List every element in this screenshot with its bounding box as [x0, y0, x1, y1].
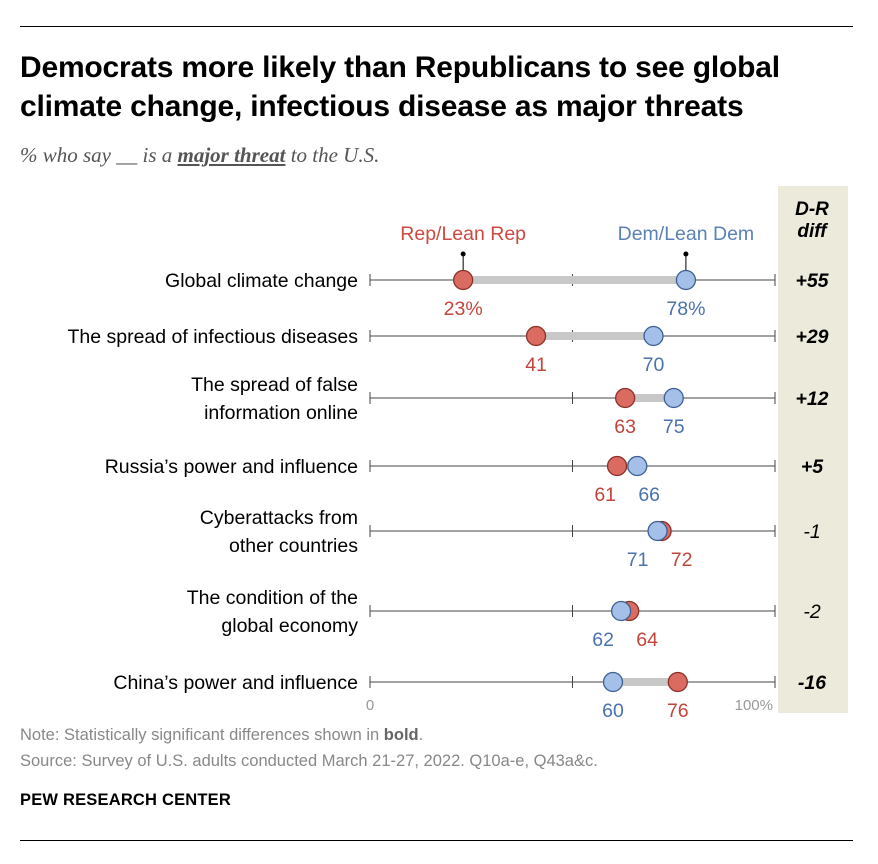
dot-dem-4: [647, 520, 668, 542]
dot-rep-1: [525, 325, 547, 347]
source-line: Source: Survey of U.S. adults conducted …: [20, 752, 598, 770]
dot-dem-0: [675, 269, 697, 291]
chart-subtitle: % who say __ is a major threat to the U.…: [20, 143, 379, 168]
top-rule: [20, 26, 853, 27]
axis-label-min: 0: [366, 697, 374, 714]
subtitle-prefix: % who say __ is a: [20, 143, 178, 167]
diff-header-line-1: diff: [797, 221, 828, 242]
dot-dem-2: [663, 387, 684, 409]
note-suffix: .: [418, 726, 424, 744]
note-bold: bold: [383, 726, 419, 744]
value-label-rep-1: 41: [525, 354, 547, 376]
category-label-0-0: Global climate change: [165, 270, 358, 292]
legend-leader-dot-0: [460, 251, 466, 257]
value-label-dem-4: 71: [627, 549, 649, 571]
value-label-dem-5: 62: [592, 629, 614, 651]
category-label-3-0: Russia’s power and influence: [105, 456, 358, 478]
value-label-rep-0: 23%: [444, 298, 483, 320]
diff-value-3: +5: [801, 456, 824, 478]
note-prefix: Note: Statistically significant differen…: [20, 726, 384, 744]
value-label-dem-0: 78%: [666, 298, 705, 320]
category-label-2-0: The spread of false: [191, 374, 358, 396]
value-label-rep-5: 64: [636, 629, 658, 651]
value-label-dem-1: 70: [643, 354, 665, 376]
brand-logo-text: PEW RESEARCH CENTER: [20, 791, 231, 809]
category-label-1-0: The spread of infectious diseases: [67, 326, 358, 348]
dot-rep-6: [667, 671, 688, 693]
dot-dem-3: [627, 455, 648, 477]
value-label-rep-6: 76: [667, 700, 689, 722]
axis-label-max: 100%: [735, 697, 773, 714]
diff-value-4: -1: [803, 521, 820, 543]
diff-value-0: +55: [795, 270, 829, 292]
diff-column-background: [778, 186, 848, 713]
category-label-2-1: information online: [204, 402, 358, 424]
subtitle-emphasis: major threat: [177, 143, 286, 167]
category-label-4-0: Cyberattacks from: [200, 507, 358, 529]
value-label-rep-4: 72: [671, 549, 693, 571]
dot-dem-5: [610, 600, 632, 622]
value-label-dem-6: 60: [602, 700, 624, 722]
bottom-rule: [20, 840, 853, 841]
subtitle-suffix: to the U.S.: [285, 143, 380, 167]
legend-dem: Dem/Lean Dem: [618, 223, 755, 245]
legend-leader-dot-1: [683, 251, 689, 257]
dot-dem-6: [602, 671, 624, 693]
value-label-dem-2: 75: [663, 416, 685, 438]
diff-value-5: -2: [803, 601, 820, 623]
dot-dem-1: [643, 325, 664, 347]
category-label-5-1: global economy: [221, 615, 358, 637]
category-label-4-1: other countries: [229, 535, 358, 557]
category-label-6-0: China’s power and influence: [113, 672, 358, 694]
value-label-rep-3: 61: [594, 484, 616, 506]
diff-value-6: -16: [798, 672, 826, 694]
dot-rep-3: [606, 455, 628, 477]
value-label-rep-2: 63: [614, 416, 636, 438]
footnote: Note: Statistically significant differen…: [20, 726, 423, 745]
value-label-dem-3: 66: [638, 484, 660, 506]
legend-rep: Rep/Lean Rep: [400, 223, 526, 245]
dot-rep-0: [452, 269, 474, 291]
dot-rep-2: [615, 387, 636, 409]
category-label-5-0: The condition of the: [187, 587, 358, 609]
diff-value-1: +29: [795, 326, 828, 348]
diff-value-2: +12: [795, 388, 828, 410]
chart-title: Democrats more likely than Republicans t…: [20, 51, 780, 123]
diff-header-line-0: D-R: [795, 199, 829, 220]
